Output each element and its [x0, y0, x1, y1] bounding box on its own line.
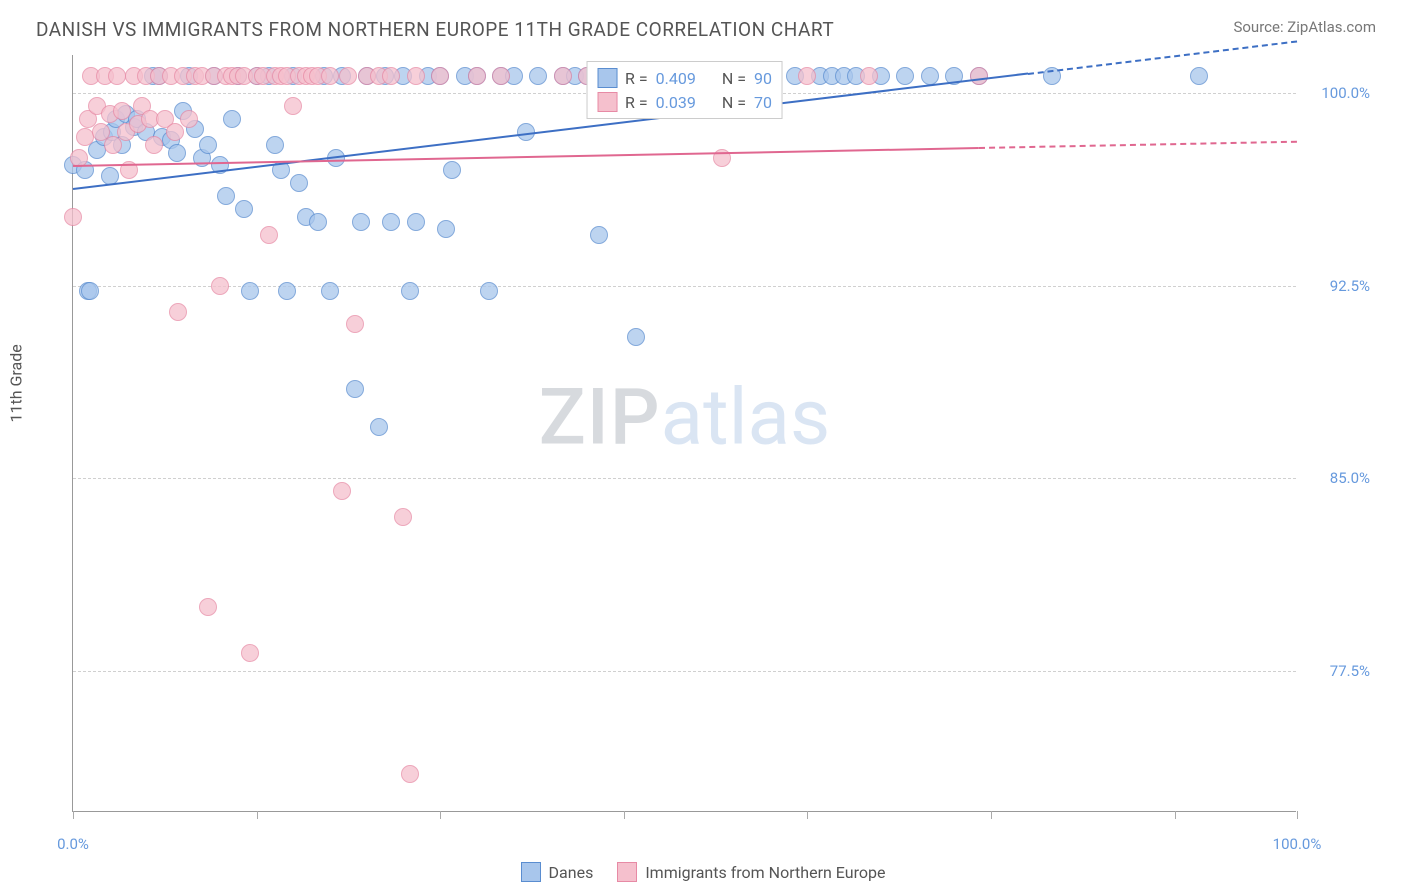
marker-immigrants: [407, 67, 425, 85]
marker-danes: [352, 213, 370, 231]
r-label: R =: [625, 69, 648, 88]
legend-item: Danes: [521, 862, 594, 882]
gridline-h: [73, 671, 1296, 672]
x-tick: [257, 811, 258, 819]
marker-danes: [1190, 67, 1208, 85]
swatch: [521, 862, 541, 882]
marker-danes: [443, 161, 461, 179]
x-tick-label: 100.0%: [1273, 835, 1322, 853]
marker-immigrants: [166, 123, 184, 141]
x-tick-label: 0.0%: [57, 835, 89, 853]
marker-danes: [290, 174, 308, 192]
y-tick-label: 77.5%: [1330, 662, 1370, 680]
marker-danes: [81, 282, 99, 300]
marker-danes: [437, 220, 455, 238]
marker-danes: [278, 282, 296, 300]
n-value: 70: [754, 93, 772, 112]
y-tick-label: 92.5%: [1330, 277, 1370, 295]
marker-immigrants: [394, 508, 412, 526]
x-tick: [73, 811, 74, 819]
swatch: [617, 862, 637, 882]
legend-row-danes: R = 0.409 N = 90: [597, 66, 772, 90]
x-tick: [1175, 811, 1176, 819]
marker-immigrants: [382, 67, 400, 85]
marker-immigrants: [798, 67, 816, 85]
y-tick-label: 85.0%: [1330, 469, 1370, 487]
correlation-legend: R = 0.409 N = 90 R = 0.039 N = 70: [586, 61, 783, 119]
marker-immigrants: [108, 67, 126, 85]
marker-danes: [370, 418, 388, 436]
marker-immigrants: [241, 644, 259, 662]
marker-immigrants: [199, 598, 217, 616]
r-value: 0.409: [656, 69, 696, 88]
marker-danes: [223, 110, 241, 128]
marker-danes: [321, 282, 339, 300]
marker-immigrants: [211, 277, 229, 295]
y-axis-label: 11th Grade: [7, 344, 26, 422]
n-label: N =: [722, 93, 746, 112]
gridline-h: [73, 478, 1296, 479]
series-legend: Danes Immigrants from Northern Europe: [0, 862, 1406, 882]
marker-danes: [199, 136, 217, 154]
plot-region: ZIPatlas R =0.409N =90R =0.039N =70 77.5…: [72, 55, 1296, 812]
swatch-immigrants: [597, 92, 617, 112]
source-label: Source: ZipAtlas.com: [1233, 18, 1376, 36]
marker-danes: [401, 282, 419, 300]
legend-label: Immigrants from Northern Europe: [645, 863, 885, 882]
marker-immigrants: [180, 110, 198, 128]
x-tick: [1297, 811, 1298, 819]
y-tick-label: 100.0%: [1321, 84, 1370, 102]
marker-danes: [346, 380, 364, 398]
marker-immigrants: [169, 303, 187, 321]
marker-danes: [480, 282, 498, 300]
x-tick: [991, 811, 992, 819]
marker-immigrants: [333, 482, 351, 500]
legend-item: Immigrants from Northern Europe: [617, 862, 885, 882]
legend-row-immigrants: R = 0.039 N = 70: [597, 90, 772, 114]
marker-immigrants: [321, 67, 339, 85]
marker-danes: [241, 282, 259, 300]
marker-danes: [627, 328, 645, 346]
n-value: 90: [754, 69, 772, 88]
marker-danes: [529, 67, 547, 85]
marker-immigrants: [860, 67, 878, 85]
marker-immigrants: [113, 102, 131, 120]
marker-immigrants: [970, 67, 988, 85]
marker-danes: [217, 187, 235, 205]
watermark: ZIPatlas: [539, 372, 831, 463]
marker-danes: [235, 200, 253, 218]
marker-danes: [382, 213, 400, 231]
marker-immigrants: [431, 67, 449, 85]
marker-danes: [168, 144, 186, 162]
chart-title: DANISH VS IMMIGRANTS FROM NORTHERN EUROP…: [36, 18, 834, 41]
marker-immigrants: [492, 67, 510, 85]
marker-immigrants: [64, 208, 82, 226]
x-tick: [440, 811, 441, 819]
marker-danes: [590, 226, 608, 244]
swatch-danes: [597, 68, 617, 88]
marker-danes: [309, 213, 327, 231]
marker-immigrants: [401, 765, 419, 783]
trendline-dash-danes: [1028, 40, 1298, 75]
marker-immigrants: [339, 67, 357, 85]
marker-immigrants: [145, 136, 163, 154]
chart-area: 11th Grade ZIPatlas R =0.409N =90R =0.03…: [72, 55, 1376, 830]
trendline-dash-immigrants: [979, 141, 1297, 149]
r-label: R =: [625, 93, 648, 112]
marker-immigrants: [346, 315, 364, 333]
marker-danes: [266, 136, 284, 154]
x-tick: [624, 811, 625, 819]
marker-immigrants: [554, 67, 572, 85]
legend-label: Danes: [549, 863, 594, 882]
marker-danes: [921, 67, 939, 85]
r-value: 0.039: [656, 93, 696, 112]
marker-danes: [896, 67, 914, 85]
n-label: N =: [722, 69, 746, 88]
marker-immigrants: [284, 97, 302, 115]
x-tick: [807, 811, 808, 819]
marker-immigrants: [468, 67, 486, 85]
marker-immigrants: [260, 226, 278, 244]
marker-danes: [407, 213, 425, 231]
